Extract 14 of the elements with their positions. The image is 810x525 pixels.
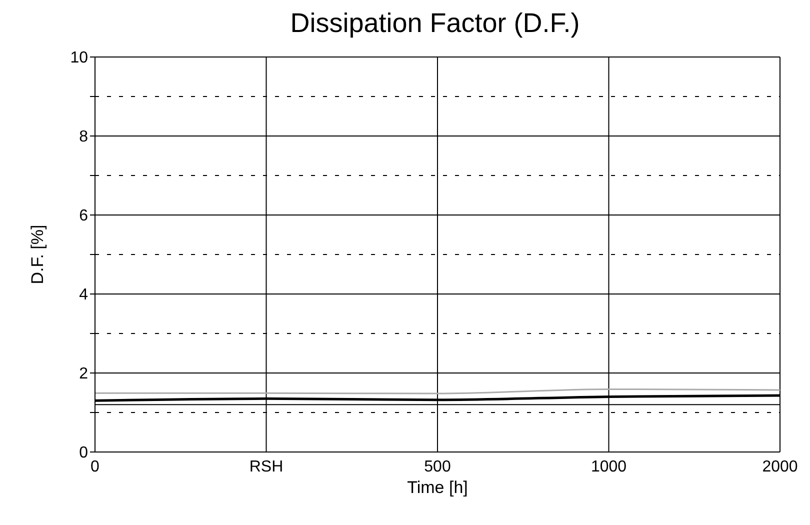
y-tick-label: 6 [79, 208, 88, 225]
y-axis-title: D.F. [%] [28, 224, 48, 284]
x-tick-label: 2000 [762, 458, 798, 476]
x-tick-label: 0 [90, 458, 100, 476]
chart-title: Dissipation Factor (D.F.) [289, 8, 581, 39]
x-tick-label: 1000 [590, 458, 627, 476]
y-tick-label: 0 [79, 444, 88, 462]
y-tick-label: 8 [79, 128, 88, 146]
y-tick-label: 4 [79, 286, 88, 304]
y-tick-label: 2 [79, 366, 88, 383]
x-tick-label: 500 [424, 458, 451, 476]
y-tick-label: 10 [70, 50, 88, 67]
x-axis-title: Time [h] [407, 478, 468, 497]
x-tick-label: RSH [249, 458, 284, 476]
